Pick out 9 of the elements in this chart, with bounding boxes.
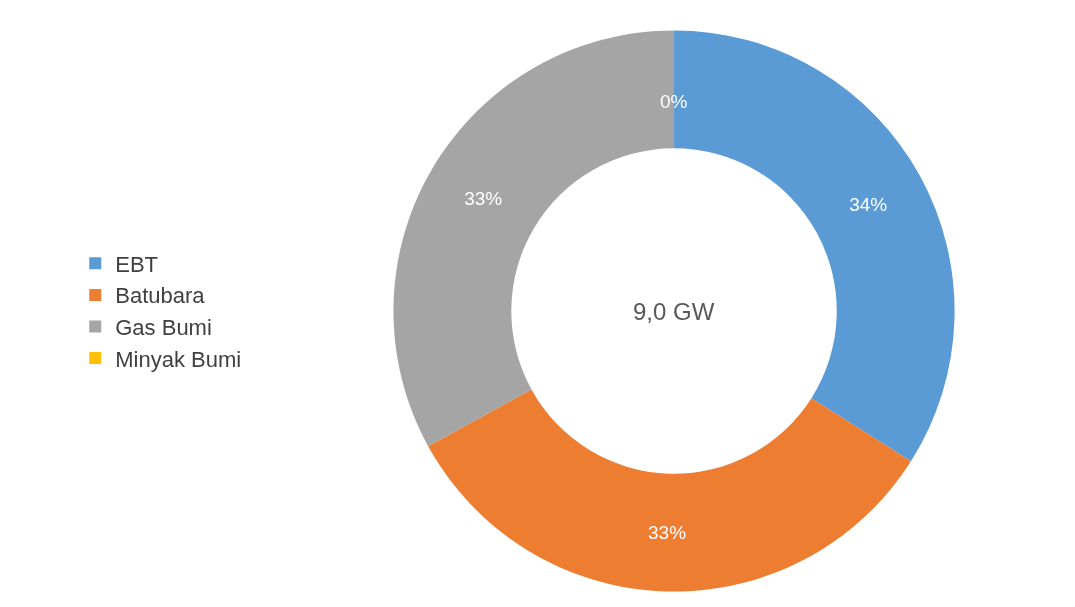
data-label: 33% [464, 187, 503, 209]
data-label: 33% [648, 522, 687, 544]
donut-slice [428, 389, 911, 592]
legend-label: EBT [115, 251, 159, 277]
legend-label: Minyak Bumi [115, 346, 242, 372]
text: 9,0 GW [633, 298, 715, 325]
legend-label: Gas Bumi [115, 315, 212, 341]
data-label: 34% [849, 193, 888, 215]
legend-label: Batubara [115, 283, 206, 309]
